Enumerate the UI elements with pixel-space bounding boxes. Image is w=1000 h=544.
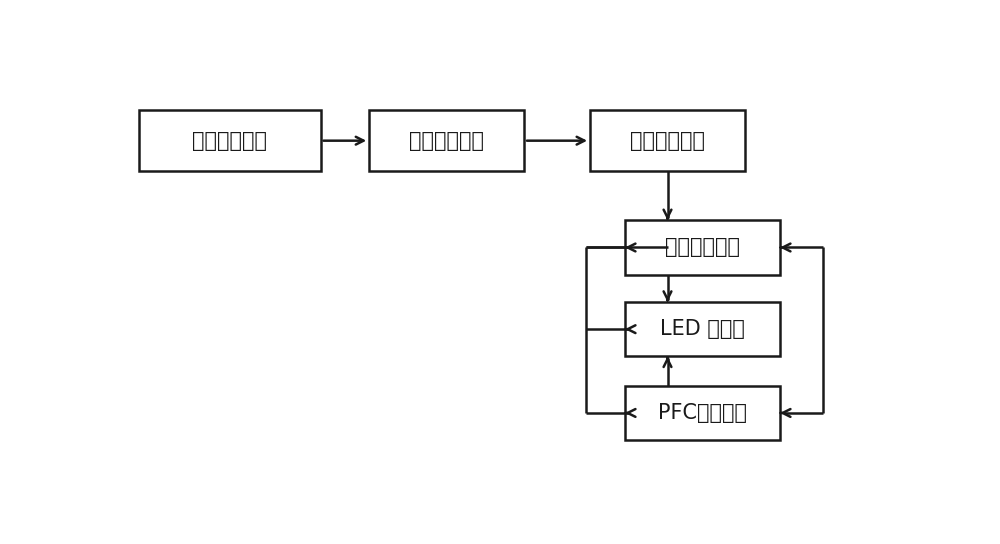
Bar — [139, 110, 321, 171]
Text: LED 负载组: LED 负载组 — [660, 319, 745, 339]
Bar — [625, 302, 780, 356]
Bar — [625, 220, 780, 275]
Text: 运放供电电路: 运放供电电路 — [630, 131, 705, 151]
Text: 无源泄放电路: 无源泄放电路 — [192, 131, 267, 151]
Bar — [590, 110, 745, 171]
Bar — [625, 386, 780, 440]
Text: PFC调整电路: PFC调整电路 — [658, 403, 747, 423]
Bar — [369, 110, 524, 171]
Text: 恒流控制电路: 恒流控制电路 — [665, 238, 740, 257]
Text: 整流滤波电路: 整流滤波电路 — [409, 131, 484, 151]
